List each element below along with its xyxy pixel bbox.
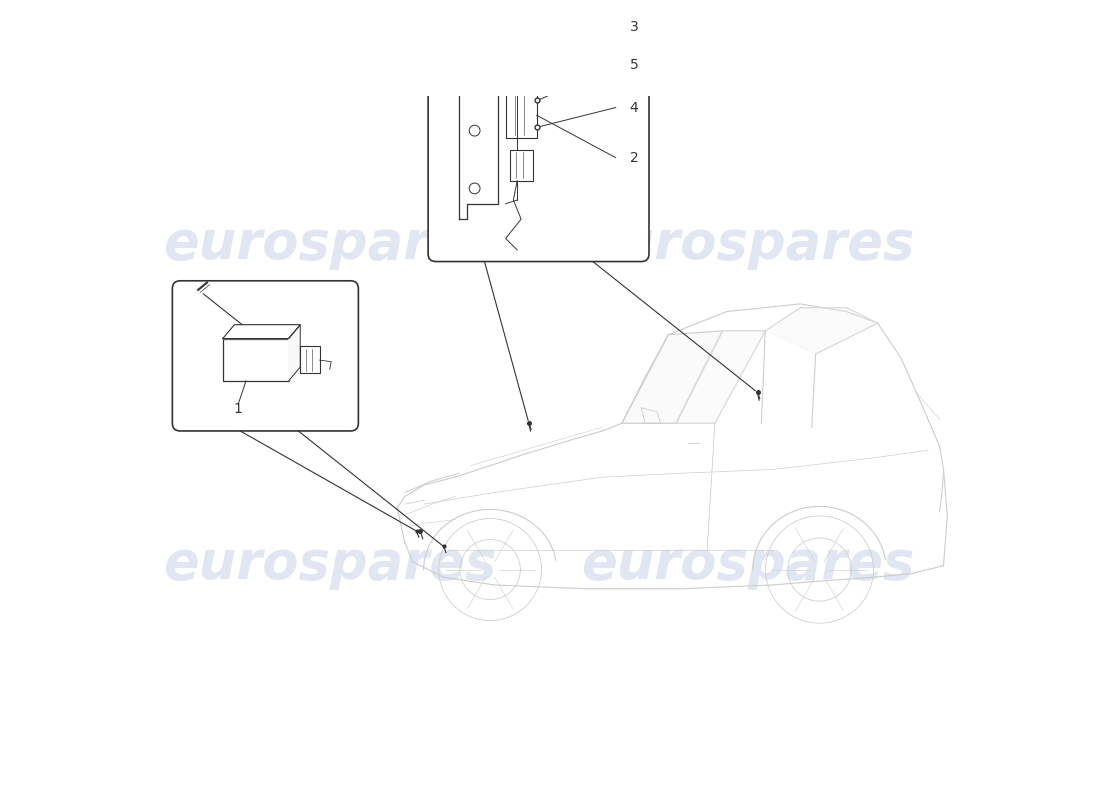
Bar <box>509 150 532 181</box>
Text: eurospares: eurospares <box>581 218 914 270</box>
Bar <box>222 338 288 381</box>
Polygon shape <box>459 34 521 54</box>
Bar <box>300 346 320 373</box>
Text: eurospares: eurospares <box>163 538 496 590</box>
Polygon shape <box>506 88 537 138</box>
Text: 5: 5 <box>629 58 638 72</box>
Text: 2: 2 <box>629 150 638 165</box>
Polygon shape <box>459 46 506 219</box>
FancyBboxPatch shape <box>428 0 649 262</box>
Text: 1: 1 <box>234 402 243 416</box>
Polygon shape <box>621 331 723 423</box>
FancyBboxPatch shape <box>173 281 359 431</box>
Polygon shape <box>766 308 878 354</box>
Text: 3: 3 <box>629 20 638 34</box>
Polygon shape <box>676 331 766 423</box>
Text: 4: 4 <box>629 101 638 114</box>
Polygon shape <box>222 325 300 338</box>
Polygon shape <box>288 325 300 381</box>
Text: eurospares: eurospares <box>163 218 496 270</box>
Text: eurospares: eurospares <box>581 538 914 590</box>
